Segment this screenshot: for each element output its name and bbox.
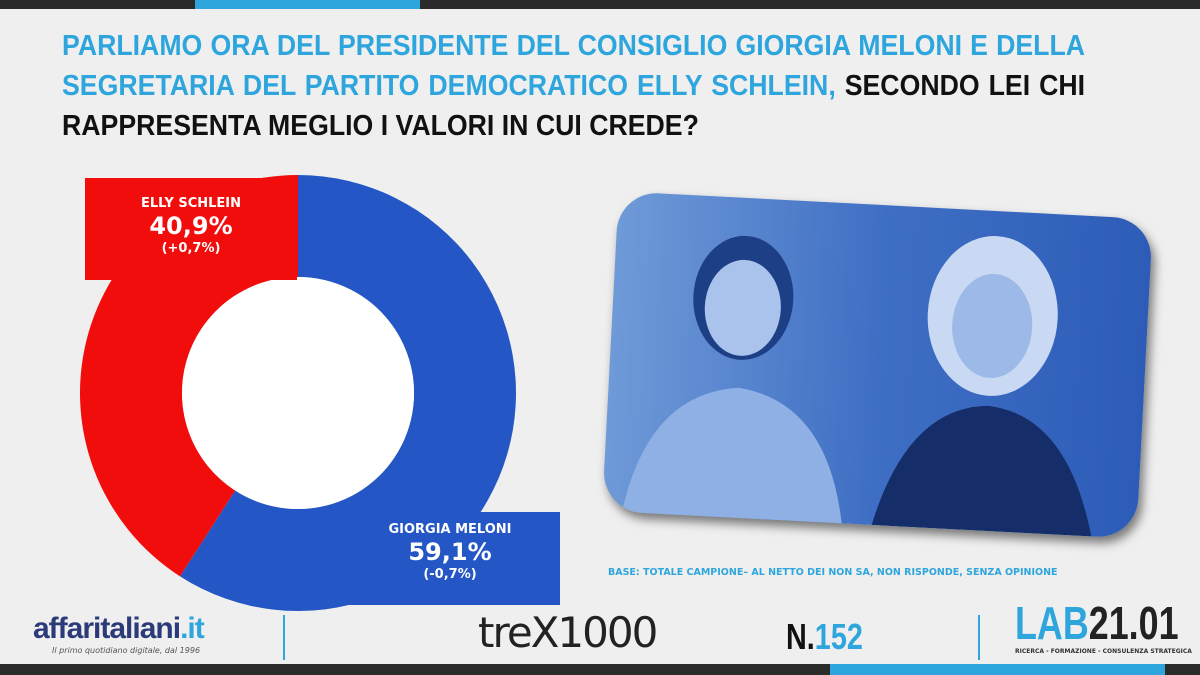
tagline: Il primo quotidiano digitale, dal 1996 bbox=[52, 646, 201, 655]
question-title: PARLIAMO ORA DEL PRESIDENTE DEL CONSIGLI… bbox=[62, 30, 1086, 142]
bottom-bar bbox=[0, 664, 1200, 675]
affaritaliani-logo: affaritaliani.it bbox=[33, 612, 205, 645]
slice-value: 59,1% bbox=[408, 538, 492, 566]
lab-tagline: RICERCA - FORMAZIONE - CONSULENZA STRATE… bbox=[1015, 648, 1192, 655]
slice-change: (+0,7%) bbox=[161, 241, 221, 256]
divider bbox=[283, 615, 285, 660]
label-meloni: GIORGIA MELONI 59,1% (-0,7%) bbox=[340, 512, 560, 605]
slice-name: GIORGIA MELONI bbox=[388, 522, 512, 537]
lab2101-logo: LAB21.01 bbox=[1015, 597, 1179, 649]
leaders-photo bbox=[601, 191, 1154, 539]
slice-name: ELLY SCHLEIN bbox=[140, 196, 242, 211]
top-bar bbox=[0, 0, 1200, 9]
label-schlein: ELLY SCHLEIN 40,9% (+0,7%) bbox=[85, 178, 297, 280]
divider bbox=[978, 615, 980, 660]
issue-number: N.152 bbox=[786, 616, 863, 657]
base-footnote: BASE: TOTALE CAMPIONE– AL NETTO DEI NON … bbox=[608, 567, 1058, 578]
slice-change: (-0,7%) bbox=[423, 567, 477, 582]
slice-giorgia-meloni bbox=[180, 175, 516, 611]
donut-hole bbox=[182, 277, 414, 509]
trex-logo: treX1000 bbox=[478, 608, 658, 657]
slice-value: 40,9% bbox=[149, 212, 233, 240]
